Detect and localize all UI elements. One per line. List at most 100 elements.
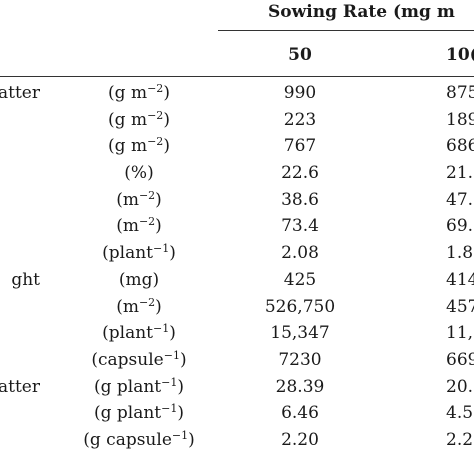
value-100: 457,4 (446, 296, 474, 317)
value-100: 1.8 (446, 243, 474, 264)
unit-exponent: −1 (161, 375, 178, 389)
value-100: 11,0 (446, 323, 474, 344)
value-100: 414 (446, 269, 474, 290)
value-100: 4.5 (446, 403, 474, 424)
unit-label: (m−2) (69, 213, 209, 240)
value-50: 7230 (278, 349, 322, 370)
value-100: 47. (446, 189, 474, 210)
unit-exponent: −1 (153, 322, 170, 336)
value-100: 686 (446, 136, 474, 157)
unit-base: (g plant (93, 403, 162, 424)
unit-label: (capsule−1) (69, 347, 209, 374)
table-row: (capsule−1) 7230 669 (0, 347, 474, 374)
unit-label: (g plant−1) (69, 374, 209, 401)
unit-label: (plant−1) (69, 240, 209, 267)
unit-close: ) (155, 216, 162, 237)
unit-label: (g m−2) (69, 80, 209, 107)
value-50: 38.6 (281, 189, 319, 210)
value-100: 875 (446, 83, 474, 103)
unit-base: (%) (124, 163, 154, 184)
unit-base: (g plant (93, 376, 162, 397)
table-row: (g m−2) 223 189 (0, 107, 474, 134)
unit-label: (m−2) (69, 294, 209, 321)
table-row: atter (g plant−1) 28.39 20.7 (0, 374, 474, 401)
unit-label: (g plant−1) (69, 400, 209, 427)
unit-close: ) (163, 83, 170, 103)
sowing-rate-header: Sowing Rate (mg m (268, 2, 455, 22)
unit-base: (m (116, 216, 139, 237)
value-100: 189 (446, 109, 474, 130)
unit-exponent: −2 (147, 135, 164, 149)
unit-close: ) (179, 349, 187, 370)
unit-exponent: −1 (171, 428, 189, 442)
unit-exponent: −2 (147, 82, 164, 95)
unit-base: (capsule (91, 349, 164, 370)
value-50: 526,750 (264, 296, 336, 317)
unit-label: (%) (69, 160, 209, 187)
table-body: atter (g m−2) 990 875 (g m−2) 223 189 (g m−2) 76… (0, 80, 474, 454)
value-50: 425 (283, 269, 317, 290)
value-50: 6.46 (281, 403, 319, 424)
table-row: (g m−2) 767 686 (0, 133, 474, 160)
table-row: (%) 22.6 21. (0, 160, 474, 187)
unit-exponent: −1 (153, 242, 170, 256)
subheader-rule (0, 76, 474, 77)
value-100: 69. (446, 216, 474, 237)
unit-base: (m (116, 189, 139, 210)
unit-label: (plant−1) (69, 320, 209, 347)
unit-close: ) (169, 323, 176, 344)
unit-exponent: −2 (138, 215, 156, 229)
table-row: (g capsule−1) 2.20 2.2 (0, 427, 474, 454)
table-row: (g plant−1) 6.46 4.5 (0, 400, 474, 427)
unit-exponent: −2 (138, 188, 156, 202)
unit-label: (g m−2) (69, 133, 209, 160)
value-50: 767 (283, 136, 317, 157)
unit-label: (mg) (69, 267, 209, 294)
value-50: 73.4 (281, 216, 319, 237)
table-row: (plant−1) 2.08 1.8 (0, 240, 474, 267)
value-50: 28.39 (275, 376, 325, 397)
table-row: (m−2) 38.6 47. (0, 187, 474, 214)
column-header-50: 50 (288, 45, 312, 65)
unit-base: (g m (108, 83, 148, 103)
parameter-label: ght (11, 269, 40, 290)
unit-close: ) (155, 189, 162, 210)
value-100: 21. (446, 163, 474, 184)
table-row: (m−2) 526,750 457,4 (0, 294, 474, 321)
unit-base: (g m (108, 136, 148, 157)
unit-close: ) (163, 136, 170, 157)
unit-label: (g capsule−1) (69, 427, 209, 454)
unit-close: ) (169, 243, 176, 264)
value-50: 990 (283, 83, 317, 103)
unit-label: (m−2) (69, 187, 209, 214)
unit-base: (g m (108, 109, 148, 130)
unit-base: (plant (102, 323, 153, 344)
table-row: (plant−1) 15,347 11,0 (0, 320, 474, 347)
unit-close: ) (155, 296, 162, 317)
column-header-100: 10( (446, 45, 474, 65)
unit-close: ) (188, 429, 195, 450)
value-50: 15,347 (270, 323, 330, 344)
unit-base: (mg) (118, 269, 160, 290)
unit-exponent: −2 (138, 295, 156, 309)
value-100: 20.7 (446, 376, 474, 397)
parameter-label: atter (0, 376, 40, 397)
unit-base: (plant (102, 243, 153, 264)
unit-label: (g m−2) (69, 107, 209, 134)
unit-exponent: −1 (161, 402, 178, 416)
table-row: (m−2) 73.4 69. (0, 213, 474, 240)
value-100: 2.2 (446, 429, 474, 450)
unit-base: (g capsule (83, 429, 172, 450)
table-row: ght (mg) 425 414 (0, 267, 474, 294)
value-50: 223 (283, 109, 317, 130)
table-row: atter (g m−2) 990 875 (0, 80, 474, 107)
unit-base: (m (116, 296, 139, 317)
unit-exponent: −2 (147, 108, 164, 122)
value-50: 2.20 (281, 429, 319, 450)
unit-close: ) (177, 403, 184, 424)
header-rule (218, 30, 474, 31)
value-100: 669 (446, 349, 474, 370)
unit-close: ) (163, 109, 170, 130)
unit-exponent: −1 (163, 348, 180, 362)
